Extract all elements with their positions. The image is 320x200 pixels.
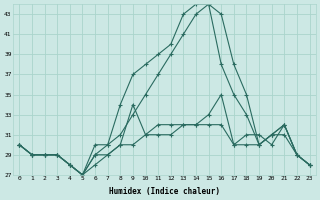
X-axis label: Humidex (Indice chaleur): Humidex (Indice chaleur) xyxy=(109,187,220,196)
